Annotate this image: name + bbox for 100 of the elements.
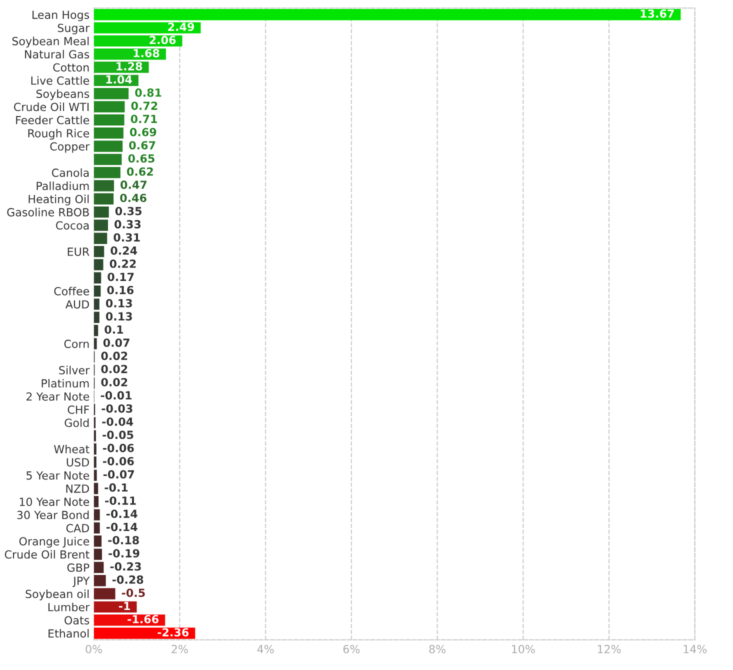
- bar: [94, 259, 104, 270]
- y-tick-label: Copper: [50, 142, 90, 153]
- y-tick-label: Lean Hogs: [32, 10, 90, 22]
- bar: [94, 628, 196, 639]
- y-tick-label: Palladium: [36, 182, 89, 190]
- data-label: -0.18: [108, 536, 139, 544]
- bar: [94, 312, 100, 323]
- data-label: 0.02: [101, 352, 128, 360]
- y-tick-label: Cotton: [53, 63, 89, 72]
- bar: [94, 232, 108, 244]
- data-label: -0.19: [108, 549, 140, 558]
- y-tick-label: GBP: [67, 563, 90, 572]
- data-label: -0.23: [110, 562, 141, 571]
- bar: [94, 272, 102, 284]
- bar: [94, 601, 137, 613]
- data-label: 1.04: [106, 75, 132, 84]
- y-tick-label: Natural Gas: [25, 50, 90, 58]
- data-label: 0.02: [101, 378, 128, 386]
- y-tick-label: Gold: [64, 418, 89, 428]
- y-tick-label: EUR: [68, 248, 90, 256]
- y-tick-label: 30 Year Bond: [17, 510, 89, 520]
- bar: [94, 166, 120, 178]
- data-label: -2.36: [158, 628, 189, 636]
- y-tick-label: Ethanol: [48, 629, 89, 638]
- data-label: 2.06: [150, 36, 176, 44]
- data-label: -0.5: [122, 588, 145, 598]
- data-label: 0.33: [114, 220, 141, 228]
- y-tick-label: Crude Oil WTI: [14, 102, 89, 112]
- bar: [94, 285, 101, 297]
- bar: [94, 496, 99, 508]
- bar: [94, 101, 125, 112]
- data-label: -0.03: [102, 404, 132, 413]
- bar: [94, 443, 96, 455]
- data-label: 0.47: [120, 180, 147, 189]
- y-tick-label: Silver: [59, 366, 90, 374]
- y-tick-label: Oats: [64, 616, 90, 624]
- y-tick-label: Rough Rice: [28, 128, 90, 140]
- y-tick-label: Lumber: [48, 602, 90, 612]
- data-label: -0.06: [103, 456, 134, 466]
- data-label: -0.14: [106, 522, 138, 532]
- data-label: -0.1: [104, 483, 128, 492]
- bar: [94, 482, 98, 494]
- bar: [94, 548, 102, 560]
- y-tick-label: 2 Year Note: [26, 392, 90, 401]
- bar: [94, 140, 123, 152]
- y-tick-label: Feeder Cattle: [16, 116, 90, 124]
- bar: [94, 114, 124, 126]
- x-tick-label: 10%: [512, 644, 535, 654]
- y-tick-label: 10 Year Note: [20, 498, 90, 506]
- bar: [94, 220, 108, 231]
- data-label: 0.46: [120, 194, 146, 202]
- data-label: 1.28: [116, 62, 142, 70]
- y-tick-label: Gasoline RBOB: [7, 208, 89, 216]
- bar: [94, 522, 100, 534]
- y-tick-label: Canola: [52, 168, 89, 177]
- y-tick-label: Coffee: [54, 286, 90, 296]
- x-tick-label: 14%: [684, 644, 707, 654]
- y-tick-label: Wheat: [54, 444, 90, 454]
- data-label: -0.28: [112, 575, 144, 584]
- data-label: 0.62: [126, 167, 153, 176]
- bar: [94, 588, 116, 600]
- data-label: -1: [119, 602, 130, 610]
- data-label: -0.07: [103, 470, 134, 479]
- y-tick-label: Soybeans: [36, 89, 90, 100]
- data-label: 0.02: [101, 364, 128, 374]
- y-tick-label: Cocoa: [56, 221, 89, 230]
- data-label: 0.07: [103, 338, 130, 347]
- data-label: -0.05: [102, 430, 134, 440]
- x-tick-label: 12%: [598, 644, 621, 654]
- data-label: 0.16: [107, 286, 134, 294]
- x-tick-label: 8%: [429, 644, 446, 654]
- y-tick-label: Corn: [64, 340, 89, 348]
- data-label: -0.11: [105, 496, 136, 505]
- data-label: 0.65: [128, 154, 154, 163]
- x-tick-label: 0%: [86, 644, 102, 654]
- bar: [94, 9, 681, 20]
- data-label: 0.81: [135, 88, 162, 97]
- y-tick-label: USD: [66, 458, 89, 467]
- y-tick-label: Heating Oil: [28, 194, 89, 206]
- bar: [94, 22, 201, 34]
- bar: [94, 246, 104, 258]
- data-label: -0.01: [100, 391, 132, 400]
- x-tick-label: 4%: [257, 644, 274, 654]
- y-tick-label: Crude Oil Brent: [4, 550, 90, 559]
- bar: [94, 509, 100, 520]
- bar: [94, 88, 129, 100]
- y-tick-label: Soybean oil: [26, 590, 89, 600]
- data-label: 0.31: [114, 233, 140, 242]
- bar: [94, 180, 114, 192]
- data-label: -0.04: [102, 417, 134, 426]
- data-label: 0.13: [106, 299, 132, 308]
- data-label: 0.72: [131, 102, 158, 110]
- data-label: -1.66: [128, 614, 158, 624]
- y-tick-label: 5 Year Note: [26, 471, 90, 480]
- y-tick-label: CHF: [68, 405, 90, 414]
- bar: [94, 324, 98, 336]
- data-label: 0.71: [130, 114, 157, 124]
- bar: [94, 298, 100, 310]
- y-tick-label: Orange Juice: [19, 536, 90, 548]
- y-tick-label: CAD: [66, 524, 89, 532]
